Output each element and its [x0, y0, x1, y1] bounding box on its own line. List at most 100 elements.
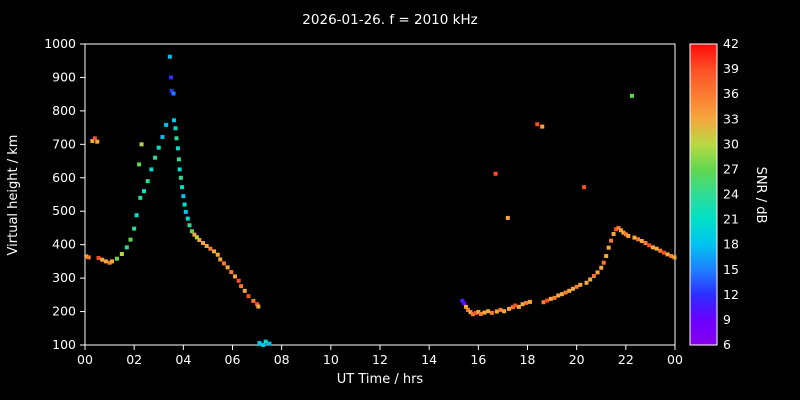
data-point: [149, 167, 154, 172]
chart-title: 2026-01-26. f = 2010 kHz: [302, 12, 477, 28]
data-point: [559, 292, 564, 297]
data-point: [621, 230, 626, 235]
data-point: [552, 295, 557, 300]
data-point: [180, 185, 185, 190]
colorbar-tick-label: 42: [723, 36, 739, 51]
data-point: [171, 91, 176, 96]
data-point: [183, 209, 188, 214]
data-point: [591, 274, 596, 279]
data-point: [582, 185, 587, 190]
data-point: [588, 277, 593, 282]
data-point: [92, 136, 97, 141]
data-point: [175, 146, 180, 151]
data-point: [255, 302, 260, 307]
x-tick-label: 06: [225, 352, 241, 367]
data-point: [137, 162, 142, 167]
x-tick-label: 10: [323, 352, 339, 367]
data-point: [164, 122, 169, 127]
data-point: [494, 309, 499, 314]
x-tick-label: 14: [421, 352, 437, 367]
colorbar-tick-label: 36: [723, 86, 739, 101]
data-point: [510, 305, 515, 310]
data-point: [197, 237, 202, 242]
data-point: [661, 250, 666, 255]
data-point: [556, 293, 561, 298]
colorbar-tick-label: 30: [723, 136, 739, 151]
data-point: [498, 307, 503, 312]
data-point: [599, 265, 604, 270]
data-point: [611, 231, 616, 236]
colorbar-tick-label: 27: [723, 161, 739, 176]
colorbar: [689, 43, 718, 346]
data-point: [626, 233, 631, 238]
data-point: [110, 259, 115, 264]
data-point: [267, 341, 272, 346]
data-point: [507, 306, 512, 311]
data-point: [218, 257, 223, 262]
x-tick-label: 18: [520, 352, 536, 367]
data-point: [524, 300, 529, 305]
data-point: [570, 286, 575, 291]
data-point: [618, 228, 623, 233]
colorbar-label: SNR / dB: [753, 167, 768, 224]
colorbar-tick-label: 24: [723, 187, 739, 202]
data-point: [476, 309, 481, 314]
x-tick-label: 08: [274, 352, 290, 367]
data-point: [535, 122, 540, 127]
data-point: [201, 240, 205, 245]
x-tick-label: 04: [175, 352, 191, 367]
data-point: [114, 256, 119, 261]
data-point: [181, 194, 186, 199]
x-tick-label: 20: [569, 352, 585, 367]
y-tick-label: 300: [52, 270, 76, 285]
data-point: [242, 288, 247, 293]
x-tick-label: 00: [77, 352, 93, 367]
data-point: [187, 223, 192, 228]
data-point: [246, 294, 251, 299]
data-point: [650, 245, 655, 250]
data-point: [142, 189, 146, 194]
y-tick-label: 500: [52, 203, 76, 218]
x-tick-label: 22: [618, 352, 634, 367]
y-tick-label: 900: [52, 69, 76, 84]
data-point: [239, 284, 244, 289]
data-point: [493, 171, 498, 176]
colorbar-tick-label: 39: [723, 61, 739, 76]
data-point: [173, 126, 178, 131]
data-point: [212, 249, 217, 254]
data-point: [658, 248, 663, 253]
data-point: [563, 290, 568, 295]
data-point: [178, 175, 183, 180]
data-point: [103, 259, 108, 264]
data-point: [609, 238, 614, 243]
y-tick-label: 100: [52, 337, 76, 352]
data-point: [229, 270, 234, 275]
data-point: [629, 93, 634, 98]
data-point: [171, 118, 176, 123]
data-point: [185, 216, 190, 221]
data-point: [606, 245, 611, 250]
data-point: [236, 278, 241, 283]
data-point: [263, 339, 268, 344]
data-point: [520, 302, 525, 307]
data-point: [90, 138, 95, 143]
data-point: [468, 310, 473, 315]
data-point: [473, 310, 478, 315]
data-point: [177, 167, 182, 172]
data-point: [505, 215, 510, 220]
data-point: [462, 301, 467, 306]
data-point: [567, 288, 572, 293]
y-tick-label: 1000: [44, 36, 76, 51]
data-point: [124, 245, 129, 250]
data-point: [540, 124, 545, 129]
colorbar-tick-label: 15: [723, 262, 739, 277]
data-point: [632, 235, 637, 240]
data-point: [169, 88, 174, 93]
data-point: [261, 343, 266, 347]
data-point: [578, 282, 583, 287]
data-point: [138, 195, 143, 200]
data-point: [215, 252, 220, 257]
data-point: [595, 270, 600, 275]
data-point: [145, 179, 150, 184]
